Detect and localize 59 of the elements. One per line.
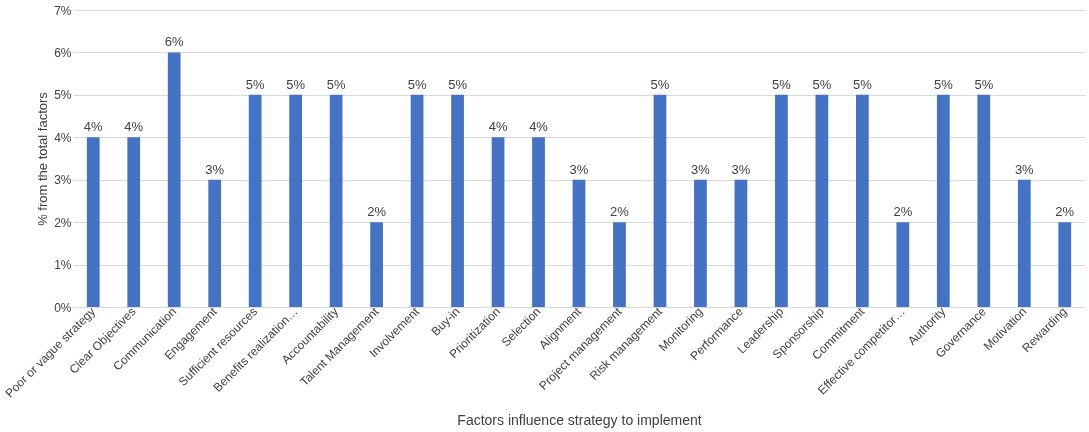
bar (936, 94, 950, 307)
bar (248, 94, 262, 307)
data-label: 2% (893, 204, 913, 220)
data-label: 4% (488, 119, 508, 135)
y-tick-label: 6% (54, 45, 72, 60)
bar (855, 94, 869, 307)
data-label: 4% (124, 119, 144, 135)
data-label: 3% (569, 161, 589, 177)
bar (1017, 179, 1031, 307)
data-label: 3% (691, 161, 711, 177)
data-label: 5% (245, 76, 265, 92)
data-label: 5% (772, 76, 792, 92)
data-label: 3% (205, 161, 225, 177)
bar (815, 94, 829, 307)
bar (491, 137, 505, 307)
bar (410, 94, 424, 307)
bar (694, 179, 707, 307)
bar (1058, 222, 1072, 307)
data-label: 5% (852, 76, 873, 92)
y-tick-label: 2% (54, 215, 72, 230)
bar (208, 179, 222, 307)
bar (127, 137, 141, 307)
bar (167, 52, 181, 307)
y-tick-label: 7% (54, 3, 72, 18)
data-label: 5% (326, 76, 346, 92)
y-tick-label: 3% (54, 173, 72, 188)
bar (329, 94, 343, 307)
data-label: 2% (610, 204, 630, 220)
y-tick-label: 4% (54, 130, 72, 145)
data-label: 5% (286, 76, 306, 92)
bar (613, 222, 626, 307)
data-label: 5% (812, 76, 832, 92)
data-label: 5% (974, 76, 994, 92)
y-axis-title: % from the total factors (35, 91, 51, 226)
data-label: 5% (448, 76, 468, 92)
bar (532, 137, 545, 307)
data-label: 5% (650, 76, 670, 92)
data-label: 5% (407, 76, 427, 92)
data-label: 6% (164, 34, 185, 50)
y-tick-label: 5% (54, 88, 72, 103)
x-axis-title: Factors influence strategy to implement (457, 411, 702, 428)
bar (86, 137, 100, 307)
bar (653, 94, 667, 307)
bar (289, 94, 303, 307)
bar (451, 94, 464, 307)
bar (896, 222, 910, 307)
bar (734, 179, 748, 307)
data-label: 4% (529, 119, 549, 135)
data-label: 2% (1055, 204, 1075, 220)
bar (370, 222, 383, 307)
y-tick-label: 1% (54, 258, 72, 273)
data-label: 5% (933, 76, 954, 92)
data-label: 4% (83, 119, 104, 135)
data-label: 3% (1014, 161, 1035, 177)
bar (775, 94, 788, 307)
bar (572, 179, 586, 307)
data-label: 3% (731, 161, 751, 177)
bar (977, 94, 991, 307)
data-label: 2% (367, 204, 387, 220)
